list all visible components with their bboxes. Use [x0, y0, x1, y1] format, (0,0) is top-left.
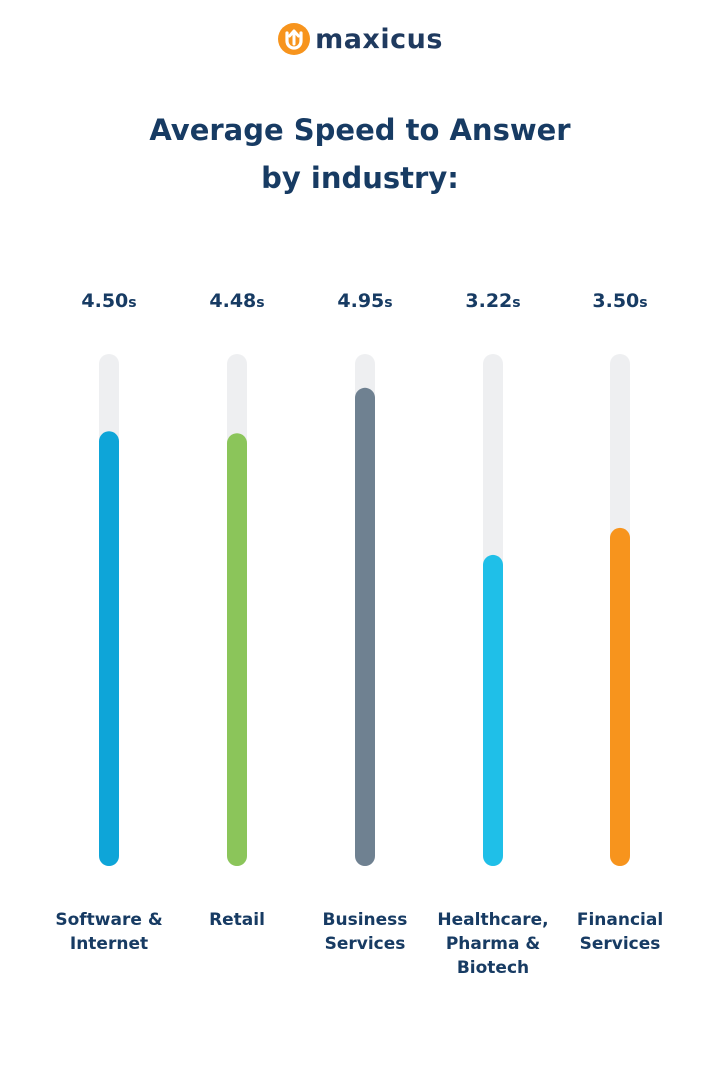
bar	[610, 527, 630, 866]
category-label: Financial Services	[577, 910, 663, 954]
category-label: Business Services	[323, 910, 408, 954]
value-label: 3.22s	[465, 290, 520, 312]
bar	[227, 433, 247, 866]
brand-name: maxicus	[315, 23, 443, 55]
category-label: Software & Internet	[55, 910, 162, 954]
value-label: 4.50s	[81, 290, 136, 312]
chart-title-line-2: by industry:	[261, 161, 459, 195]
brand-logo: maxicus	[0, 22, 720, 56]
maxicus-logo-icon	[278, 23, 311, 55]
bar	[355, 387, 375, 866]
category-label: Healthcare, Pharma & Biotech	[437, 910, 548, 978]
bar	[99, 431, 119, 866]
category-label: Retail	[209, 910, 265, 930]
bar	[483, 554, 503, 866]
value-label: 4.95s	[337, 290, 392, 312]
value-label: 4.48s	[209, 290, 264, 312]
chart-title-line-1: Average Speed to Answer	[149, 113, 571, 147]
value-label: 3.50s	[592, 290, 647, 312]
chart-title: Average Speed to Answer by industry:	[0, 106, 720, 202]
